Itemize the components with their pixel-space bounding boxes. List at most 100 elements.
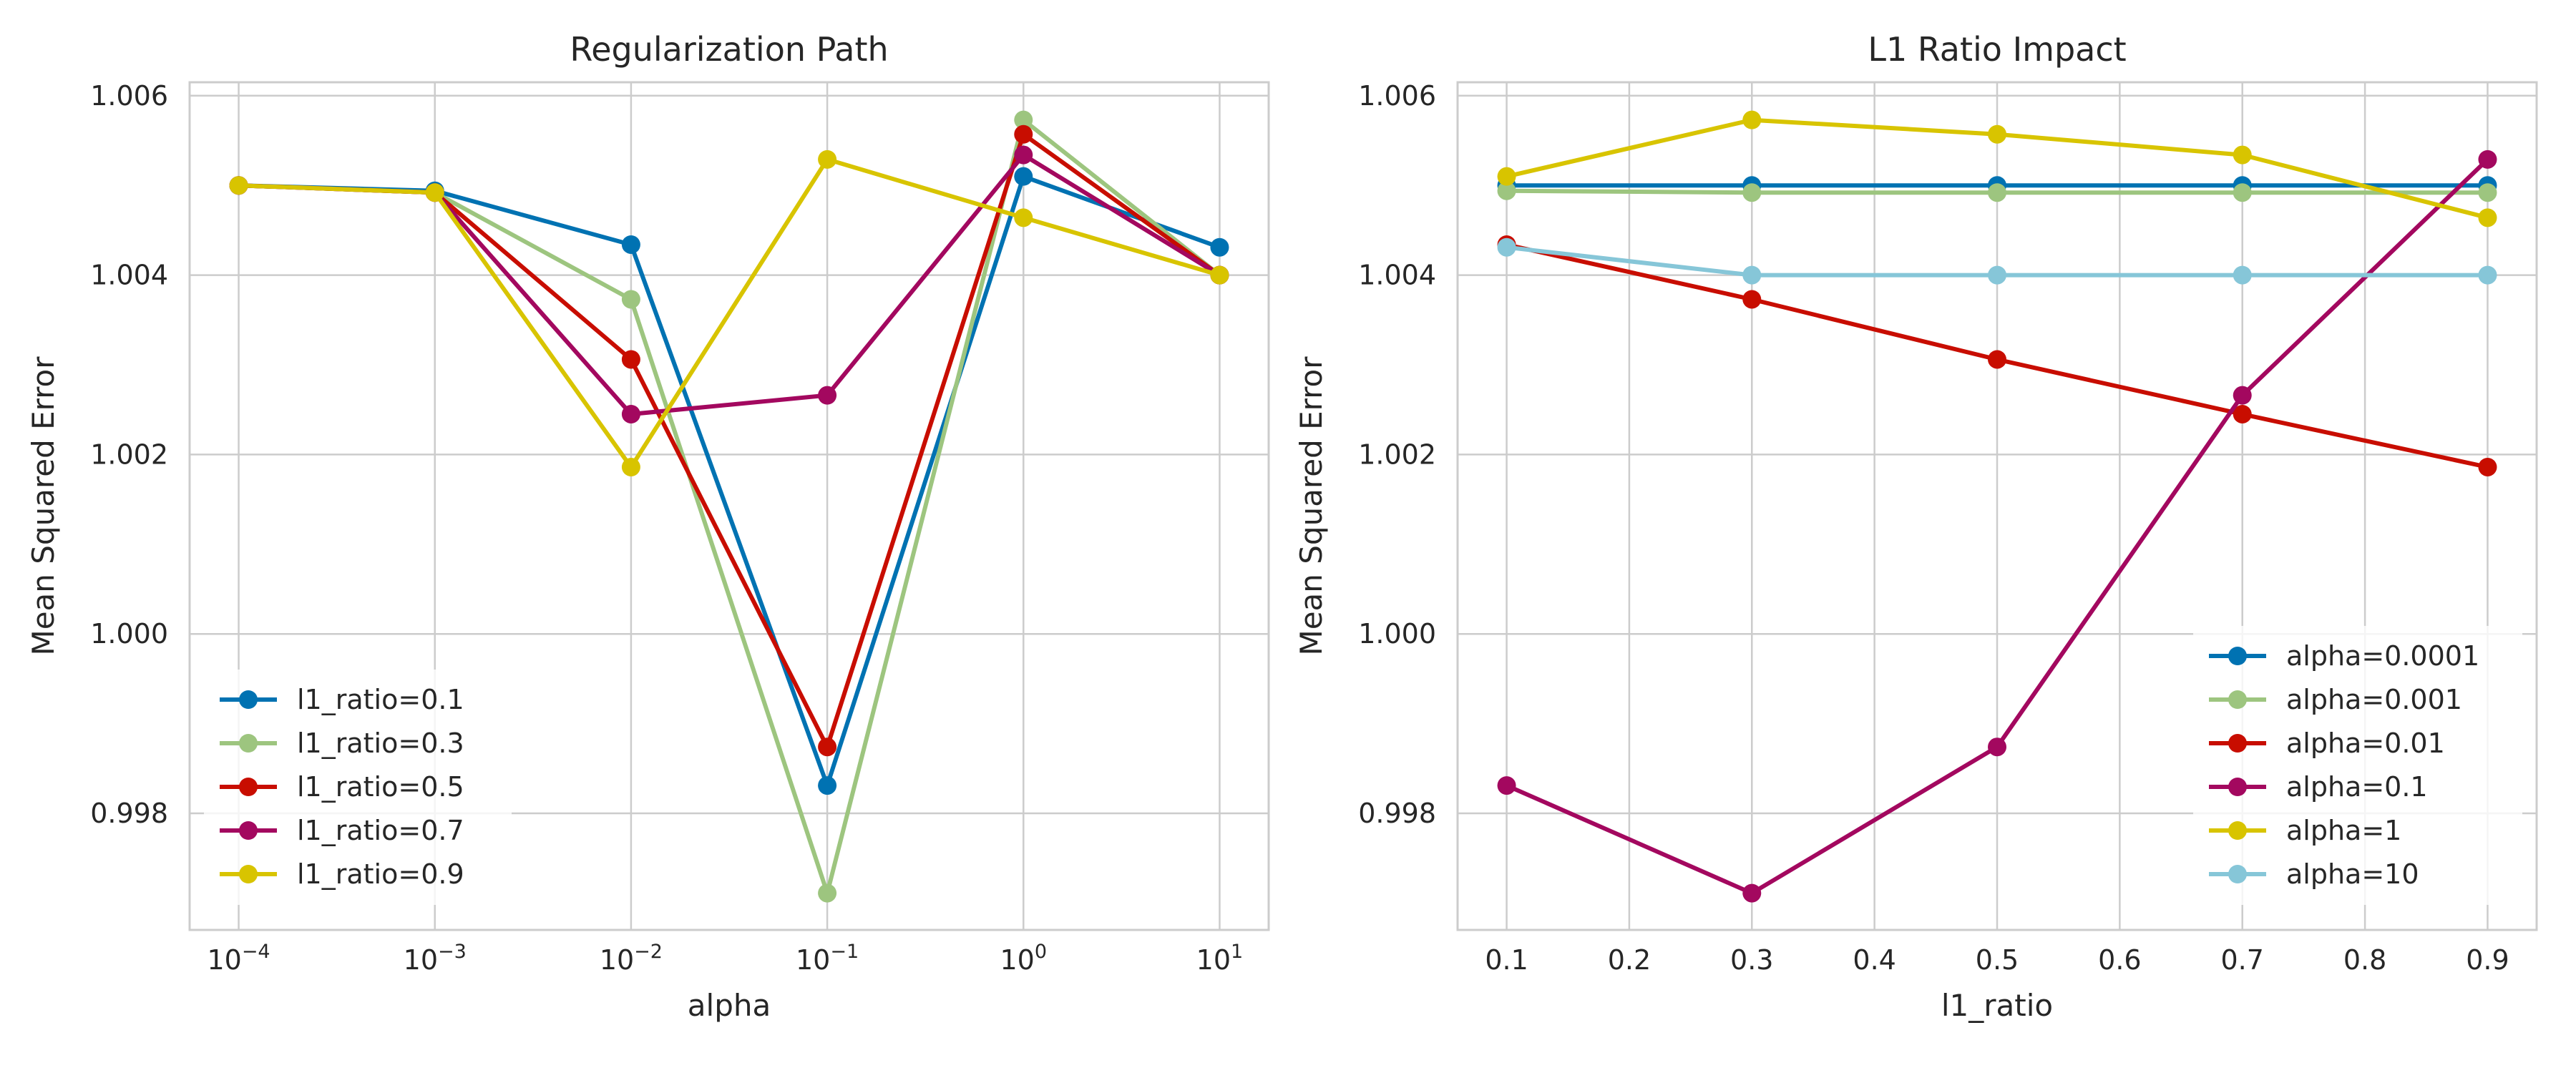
x-tick-base: 10 — [1000, 944, 1034, 976]
data-point — [818, 738, 837, 757]
legend-swatch-marker — [239, 690, 258, 709]
x-tick-label: 0.7 — [2221, 944, 2264, 976]
legend-item: alpha=10 — [2209, 858, 2419, 890]
data-point — [818, 150, 837, 169]
data-point — [621, 290, 640, 309]
y-tick-label: 1.002 — [90, 438, 168, 470]
legend: alpha=0.0001 alpha=0.001 alpha=0.01 alpha=0… — [2193, 626, 2522, 905]
x-tick-label: 10−1 — [796, 941, 859, 976]
x-tick-label: 0.3 — [1730, 944, 1773, 976]
data-point — [1497, 167, 1516, 186]
x-tick-exponent: −1 — [830, 941, 859, 963]
y-axis-label: Mean Squared Error — [26, 356, 61, 656]
legend-label: l1_ratio=0.1 — [297, 684, 464, 715]
data-point — [1742, 265, 1762, 285]
y-tick-label: 1.002 — [1358, 438, 1436, 470]
data-point — [229, 176, 248, 195]
legend-label: alpha=10 — [2286, 858, 2419, 890]
legend-swatch-marker — [239, 821, 258, 840]
series-2 — [1497, 181, 2497, 202]
data-point — [2233, 183, 2252, 202]
plot-frame — [188, 81, 1270, 931]
y-tick-label: 1.004 — [90, 260, 168, 291]
data-point — [2478, 183, 2497, 202]
data-point — [1988, 183, 2006, 202]
legend-label: l1_ratio=0.7 — [297, 815, 464, 846]
data-point — [818, 776, 837, 795]
data-point — [818, 386, 837, 405]
legend-swatch-marker — [239, 778, 258, 796]
data-point — [621, 235, 640, 254]
x-tick-base: 10 — [1196, 944, 1231, 976]
legend-swatch-marker — [2228, 734, 2247, 753]
data-point — [1210, 265, 1229, 285]
x-tick-label: 10−3 — [404, 941, 467, 976]
data-point — [2478, 457, 2497, 476]
data-point — [1014, 208, 1033, 227]
series-5 — [1497, 110, 2497, 227]
x-tick-base: 10 — [600, 944, 634, 976]
y-tick-label: 1.004 — [1358, 260, 1436, 291]
legend-label: alpha=0.1 — [2286, 771, 2428, 803]
legend-item: alpha=0.0001 — [2209, 640, 2479, 672]
data-point — [621, 457, 640, 476]
data-point — [1497, 237, 1516, 257]
series-4 — [1497, 150, 2497, 903]
data-point — [1742, 883, 1762, 903]
data-point — [1014, 110, 1033, 129]
data-point — [1988, 124, 2006, 144]
legend-swatch-marker — [239, 734, 258, 753]
chart-2: 0.1 0.2 0.3 0.4 0.5 0.6 0.7 0.8 0.9 0.998 1.000 1.0… — [1294, 30, 2538, 1023]
x-tick-exponent: 1 — [1231, 941, 1243, 963]
data-point — [2233, 404, 2252, 423]
series-3 — [229, 124, 1229, 757]
data-point — [1742, 183, 1762, 202]
x-axis-label: alpha — [688, 988, 771, 1023]
legend-item: alpha=0.01 — [2209, 727, 2445, 759]
chart-1: 10−4 10−3 10−2 10−1 100 1010.9981.0001.0021.0… — [26, 30, 1270, 1023]
chart-title: Regularization Path — [570, 30, 888, 69]
x-tick-label: 10−2 — [600, 941, 663, 976]
data-point — [2233, 265, 2252, 285]
y-tick-label: 0.998 — [1358, 798, 1436, 829]
legend-swatch-marker — [2228, 778, 2247, 796]
x-tick-label: 101 — [1196, 941, 1244, 976]
x-tick-label: 0.4 — [1853, 944, 1896, 976]
legend-label: alpha=1 — [2286, 815, 2401, 846]
x-tick-label: 100 — [1000, 941, 1047, 976]
series-line — [238, 132, 1221, 750]
data-point — [1988, 350, 2006, 369]
chart-title: L1 Ratio Impact — [1868, 30, 2126, 69]
legend-item: l1_ratio=0.7 — [220, 815, 464, 846]
data-point — [621, 350, 640, 369]
legend-label: alpha=0.01 — [2286, 727, 2445, 759]
data-point — [425, 183, 444, 202]
data-point — [2478, 208, 2497, 227]
x-tick-label: 0.5 — [1976, 944, 2019, 976]
data-point — [2478, 150, 2497, 169]
legend-swatch-marker — [2228, 690, 2247, 709]
legend-box — [204, 670, 512, 905]
x-tick-label: 10−4 — [207, 941, 270, 976]
legend-item: alpha=0.1 — [2209, 771, 2428, 803]
x-tick-base: 10 — [404, 944, 438, 976]
data-point — [2233, 145, 2252, 165]
data-point — [1742, 290, 1762, 309]
legend-swatch-marker — [239, 865, 258, 883]
legend-label: l1_ratio=0.5 — [297, 771, 464, 803]
data-point — [1014, 145, 1033, 165]
y-tick-label: 1.006 — [1358, 80, 1436, 112]
plot-frame — [1456, 81, 2538, 931]
legend-label: alpha=0.001 — [2286, 684, 2462, 715]
x-tick-label: 0.1 — [1485, 944, 1528, 976]
data-point — [1742, 110, 1762, 129]
data-point — [1988, 738, 2006, 757]
data-point — [1014, 167, 1033, 186]
legend-swatch-marker — [2228, 647, 2247, 665]
x-tick-base: 10 — [796, 944, 830, 976]
legend-item: alpha=0.001 — [2209, 684, 2462, 715]
y-tick-label: 0.998 — [90, 798, 168, 829]
x-tick-label: 0.9 — [2466, 944, 2509, 976]
data-point — [818, 883, 837, 903]
